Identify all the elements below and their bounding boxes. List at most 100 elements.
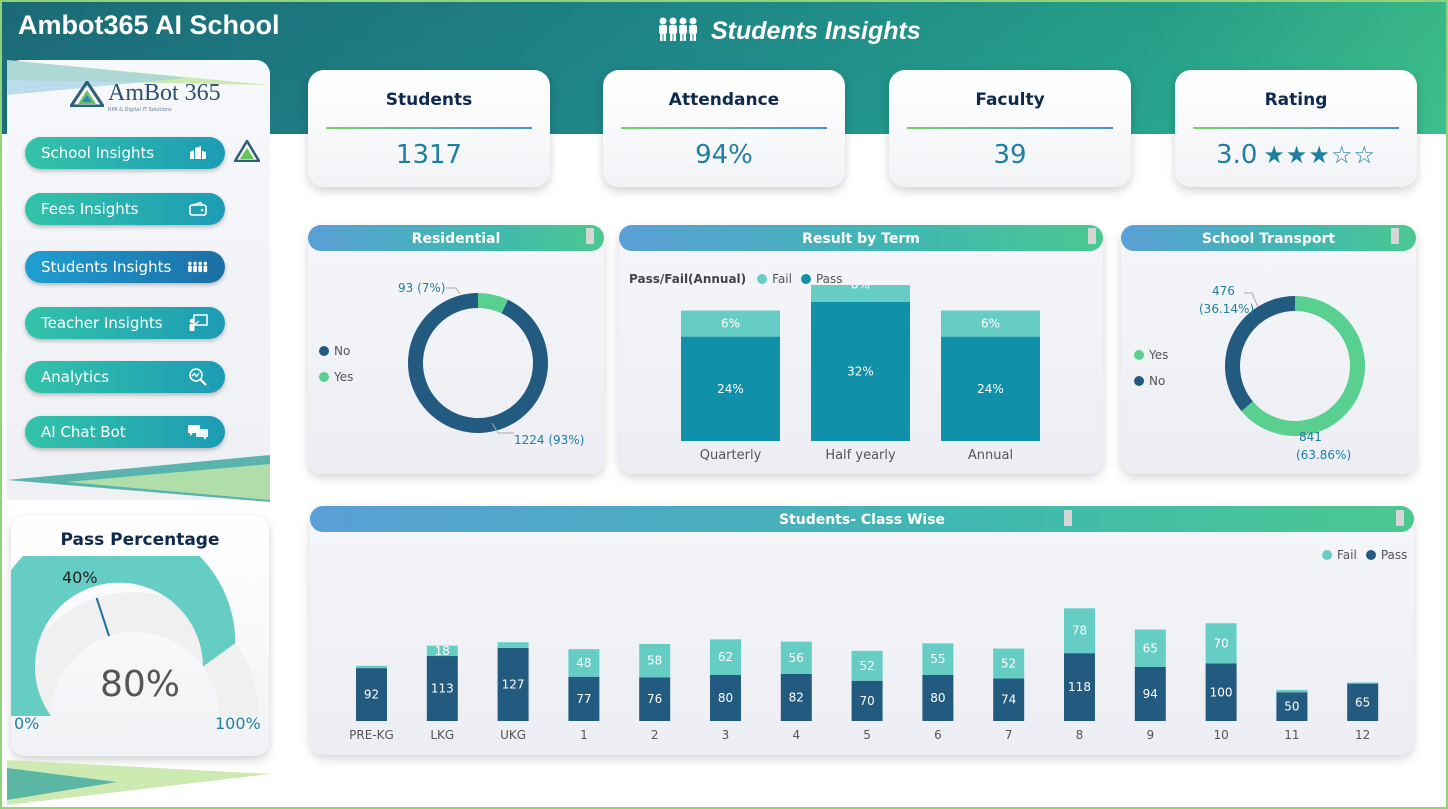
bar-fail[interactable] xyxy=(710,639,741,675)
nav-label: AI Chat Bot xyxy=(41,423,126,441)
panel-scroll-handle[interactable] xyxy=(1088,228,1096,244)
page-heading: Students Insights xyxy=(657,16,921,46)
kpi-value: 3.0 xyxy=(1216,140,1258,170)
donut-slice-yes[interactable] xyxy=(478,293,509,314)
x-tick-label: 7 xyxy=(1005,728,1013,742)
bar-pass[interactable] xyxy=(568,676,600,721)
bar-pass[interactable] xyxy=(426,656,458,721)
nav-label: Analytics xyxy=(41,368,110,386)
x-tick-label: 6 xyxy=(934,728,942,742)
x-tick-label: Half yearly xyxy=(825,448,896,463)
gauge-value-label: 80% xyxy=(99,664,180,705)
donut-slice-no[interactable] xyxy=(408,293,548,433)
panel-scroll-handle[interactable] xyxy=(1064,510,1072,526)
data-label-pass: 94 xyxy=(1143,687,1158,701)
nav-teacher-insights[interactable]: Teacher Insights xyxy=(25,307,225,339)
bar-pass[interactable] xyxy=(1347,683,1379,721)
bottom-left-decoration xyxy=(7,760,270,805)
donut-slice-yes[interactable] xyxy=(1241,296,1365,436)
nav-ai-chat-bot[interactable]: AI Chat Bot xyxy=(25,416,225,448)
school-transport-donut xyxy=(1225,296,1365,436)
data-label-pass: 127 xyxy=(502,677,525,691)
school-transport-panel: School Transport Yes No 476 (36.14%) 841… xyxy=(1121,225,1416,474)
data-label-pass: 74 xyxy=(1001,693,1016,707)
class-wise-panel: Students- Class Wise Fail Pass 92 PRE-KG 1… xyxy=(310,506,1414,755)
bar-pass[interactable] xyxy=(497,647,529,721)
bar-fail[interactable] xyxy=(811,285,910,302)
data-label-pass: 80 xyxy=(930,691,945,705)
data-label-pass: 50 xyxy=(1284,700,1299,714)
data-label-pass: 24% xyxy=(717,382,744,396)
bar-pass[interactable] xyxy=(356,668,387,721)
kpi-value: 39 xyxy=(993,140,1027,170)
panel-scroll-handle[interactable] xyxy=(1391,228,1399,244)
bar-pass[interactable] xyxy=(993,678,1025,721)
x-tick-label: 12 xyxy=(1355,728,1370,742)
sidebar-top-decoration xyxy=(7,60,270,95)
legend-item-no: No xyxy=(319,344,350,358)
bar-pass[interactable] xyxy=(1134,666,1166,721)
bar-fail[interactable] xyxy=(497,642,529,648)
bar-pass[interactable] xyxy=(941,336,1040,441)
logo-text: AmBot 365 xyxy=(108,80,221,106)
kpi-students-card: Students 1317 xyxy=(308,70,550,187)
x-tick-label: 5 xyxy=(863,728,871,742)
bar-fail[interactable] xyxy=(780,641,812,674)
bar-pass[interactable] xyxy=(710,675,741,721)
legend-item-no: No xyxy=(1134,374,1165,388)
pass-percentage-title: Pass Percentage xyxy=(60,530,220,550)
bar-fail[interactable] xyxy=(1134,629,1166,667)
bar-fail[interactable] xyxy=(426,645,458,657)
data-label-fail: 52 xyxy=(859,659,874,673)
x-tick-label: 2 xyxy=(651,728,659,742)
bar-pass[interactable] xyxy=(1205,663,1237,722)
data-label-pass: 65 xyxy=(1355,695,1370,709)
data-label-fail: 8% xyxy=(851,285,870,291)
students-group-icon xyxy=(657,16,699,46)
star-filled-icon: ★ xyxy=(1308,141,1331,169)
legend-item-yes: Yes xyxy=(1134,348,1168,362)
bar-fail[interactable] xyxy=(639,643,671,678)
donut-slice-no[interactable] xyxy=(1225,296,1295,412)
data-label-fail: 6% xyxy=(981,317,1000,331)
nav-fees-insights[interactable]: Fees Insights xyxy=(25,193,225,225)
data-label-pass: 24% xyxy=(977,382,1004,396)
bar-fail[interactable] xyxy=(356,665,387,669)
bar-fail[interactable] xyxy=(1276,689,1308,693)
bar-fail[interactable] xyxy=(681,310,780,337)
data-label-fail: 52 xyxy=(1001,657,1016,671)
residential-no-label: 1224 (93%) xyxy=(514,433,585,447)
bar-pass[interactable] xyxy=(851,680,883,721)
bar-fail[interactable] xyxy=(993,648,1025,679)
x-tick-label: 4 xyxy=(792,728,800,742)
bar-pass[interactable] xyxy=(639,677,671,721)
data-label-fail: 78 xyxy=(1072,624,1087,638)
nav-label: Fees Insights xyxy=(41,200,139,218)
panel-scroll-handle[interactable] xyxy=(586,228,594,244)
data-label-pass: 118 xyxy=(1068,680,1091,694)
bar-fail[interactable] xyxy=(922,643,954,675)
residential-donut xyxy=(408,293,548,433)
nav-students-insights[interactable]: Students Insights xyxy=(25,251,225,283)
bar-fail[interactable] xyxy=(851,650,883,681)
nav-analytics[interactable]: Analytics xyxy=(25,361,225,393)
logo-tagline: RPA & Digital IT Solutions xyxy=(108,107,172,113)
panel-scroll-handle[interactable] xyxy=(1396,510,1404,526)
bar-pass[interactable] xyxy=(780,673,812,721)
bar-fail[interactable] xyxy=(568,649,600,677)
data-label-pass: 82 xyxy=(789,690,804,704)
bar-pass[interactable] xyxy=(1276,692,1308,721)
kpi-title: Attendance xyxy=(668,90,780,110)
bar-pass[interactable] xyxy=(681,336,780,441)
nav-label: Teacher Insights xyxy=(41,314,163,332)
ambot-small-logo-icon xyxy=(234,140,260,162)
bar-fail[interactable] xyxy=(1064,608,1095,654)
bar-pass[interactable] xyxy=(1064,653,1095,721)
bar-fail[interactable] xyxy=(1205,623,1237,664)
gauge-min-label: 0% xyxy=(14,714,40,733)
bar-pass[interactable] xyxy=(922,675,954,721)
nav-school-insights[interactable]: School Insights xyxy=(25,137,225,169)
bar-fail[interactable] xyxy=(941,310,1040,337)
bar-pass[interactable] xyxy=(811,301,910,441)
bar-fail[interactable] xyxy=(1347,682,1379,684)
